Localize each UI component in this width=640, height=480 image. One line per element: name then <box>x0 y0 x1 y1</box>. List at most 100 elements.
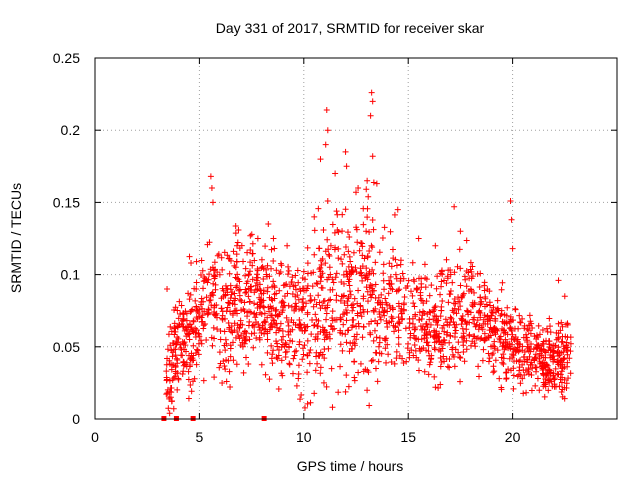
data-point <box>206 239 213 246</box>
data-point <box>342 331 349 338</box>
data-point <box>441 328 448 335</box>
data-point <box>190 318 197 325</box>
data-point <box>395 327 402 334</box>
data-point <box>197 337 204 344</box>
data-point <box>323 316 330 323</box>
data-point <box>234 239 241 246</box>
data-point <box>489 328 496 335</box>
data-point <box>398 310 405 317</box>
data-point <box>551 381 558 388</box>
data-point <box>207 173 214 180</box>
data-point <box>477 314 484 321</box>
data-point <box>528 387 535 394</box>
data-point <box>370 337 377 344</box>
data-point <box>311 322 318 329</box>
data-point <box>351 374 358 381</box>
data-point <box>324 197 331 204</box>
data-point <box>360 293 367 300</box>
data-point <box>482 320 489 327</box>
data-point <box>364 253 371 260</box>
data-point <box>314 323 321 330</box>
data-point <box>363 272 370 279</box>
data-point <box>268 342 275 349</box>
data-point <box>451 324 458 331</box>
data-point <box>359 240 366 247</box>
data-point <box>208 290 215 297</box>
data-point <box>461 358 468 365</box>
data-point <box>497 312 504 319</box>
data-point <box>345 295 352 302</box>
data-point <box>517 371 524 378</box>
data-point <box>516 364 523 371</box>
data-point <box>334 211 341 218</box>
data-point <box>498 307 505 314</box>
data-point <box>319 351 326 358</box>
data-point <box>376 249 383 256</box>
data-point <box>555 334 562 341</box>
data-point <box>276 311 283 318</box>
data-point <box>527 330 534 337</box>
grid-lines <box>95 58 617 419</box>
data-point <box>285 263 292 270</box>
data-point <box>491 368 498 375</box>
data-point <box>325 297 332 304</box>
data-point <box>450 300 457 307</box>
data-point <box>254 274 261 281</box>
data-point <box>461 335 468 342</box>
data-point <box>304 244 311 251</box>
data-point <box>333 270 340 277</box>
data-point <box>447 332 454 339</box>
data-point <box>532 364 539 371</box>
data-point <box>329 317 336 324</box>
data-point <box>171 331 178 338</box>
data-point <box>258 330 265 337</box>
data-point <box>475 363 482 370</box>
data-point <box>229 329 236 336</box>
data-point <box>189 328 196 335</box>
data-point <box>241 308 248 315</box>
data-point <box>480 316 487 323</box>
data-point <box>483 335 490 342</box>
data-point <box>509 351 516 358</box>
data-point <box>317 364 324 371</box>
data-point <box>443 256 450 263</box>
data-point <box>380 270 387 277</box>
data-point <box>412 311 419 318</box>
data-point <box>232 334 239 341</box>
data-point <box>546 338 553 345</box>
data-point <box>178 352 185 359</box>
data-point <box>559 323 566 330</box>
data-point <box>416 316 423 323</box>
data-point <box>524 326 531 333</box>
data-point <box>187 382 194 389</box>
data-point <box>183 310 190 317</box>
data-point <box>298 391 305 398</box>
data-point <box>455 349 462 356</box>
data-point <box>446 291 453 298</box>
data-point <box>251 289 258 296</box>
data-point <box>256 281 263 288</box>
data-point <box>520 390 527 397</box>
data-point <box>529 362 536 369</box>
data-point <box>247 259 254 266</box>
data-point <box>244 249 251 256</box>
data-point <box>371 327 378 334</box>
data-point <box>322 248 329 255</box>
x-tick-label: 5 <box>196 429 204 445</box>
data-point <box>327 242 334 249</box>
data-point <box>316 245 323 252</box>
data-point <box>360 306 367 313</box>
data-point <box>521 353 528 360</box>
data-point <box>557 376 564 383</box>
data-point <box>451 363 458 370</box>
data-point <box>392 271 399 278</box>
data-point <box>437 381 444 388</box>
data-point <box>269 312 276 319</box>
data-point <box>186 296 193 303</box>
data-point <box>196 331 203 338</box>
data-point <box>346 253 353 260</box>
data-point <box>467 342 474 349</box>
data-point <box>444 363 451 370</box>
data-point <box>236 324 243 331</box>
data-point <box>183 348 190 355</box>
